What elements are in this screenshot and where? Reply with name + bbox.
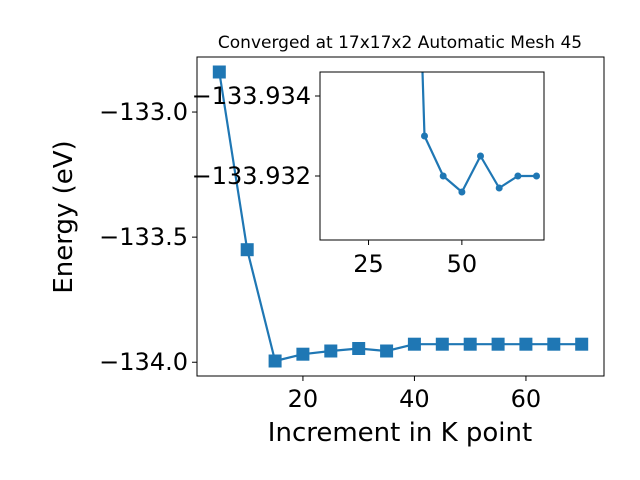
data-point-7 [407, 337, 421, 351]
main-series [212, 65, 589, 368]
y-tick-label-2: −134.0 [99, 348, 188, 376]
data-point-10 [491, 337, 505, 351]
data-point-1 [240, 243, 254, 257]
data-point-2 [458, 188, 466, 196]
x-tick-label-2: 60 [511, 385, 542, 413]
y-tick-label-0: −133.0 [99, 98, 188, 126]
inset-x-ticks: 25 50 [353, 240, 477, 278]
y-axis-label: Energy (eV) [49, 140, 79, 293]
data-point-5 [352, 342, 366, 355]
inset-y-ticks: −133.934 −133.932 [192, 82, 320, 190]
data-point-13 [575, 337, 589, 351]
y-tick-label-0: −133.934 [192, 82, 311, 110]
data-point-8 [435, 337, 449, 351]
x-tick-label-1: 40 [399, 385, 430, 413]
data-point-0 [421, 132, 428, 140]
series-line-0 [421, 71, 537, 194]
chart-title: Converged at 17x17x2 Automatic Mesh 45 [218, 33, 582, 53]
main-plot: Converged at 17x17x2 Automatic Mesh 45 2… [49, 33, 605, 448]
y-tick-label-1: −133.932 [192, 162, 311, 190]
inset-series [421, 71, 540, 196]
x-tick-label-0: 25 [353, 250, 384, 278]
data-point-11 [519, 337, 533, 351]
data-point-3 [296, 347, 310, 361]
data-point-9 [463, 337, 477, 351]
data-point-6 [380, 344, 394, 358]
main-y-ticks: −133.0 −133.5 −134.0 [99, 98, 197, 376]
inset-plot-frame [319, 71, 545, 241]
x-tick-label-0: 20 [288, 385, 319, 413]
data-point-4 [495, 184, 503, 192]
data-point-12 [547, 337, 561, 351]
inset-background [320, 72, 544, 240]
x-axis-label: Increment in K point [268, 418, 532, 448]
data-point-4 [324, 344, 338, 358]
x-tick-label-1: 50 [447, 250, 478, 278]
main-x-ticks: 20 40 60 [288, 376, 542, 413]
data-point-6 [533, 172, 540, 180]
data-point-2 [268, 354, 282, 368]
data-point-3 [477, 152, 484, 160]
main-plot-frame [196, 56, 605, 377]
data-point-1 [439, 172, 447, 180]
inset-plot: 25 50 −133.934 −133.932 [192, 71, 545, 278]
data-point-0 [212, 65, 226, 79]
data-point-5 [514, 172, 522, 180]
y-tick-label-1: −133.5 [99, 223, 188, 251]
